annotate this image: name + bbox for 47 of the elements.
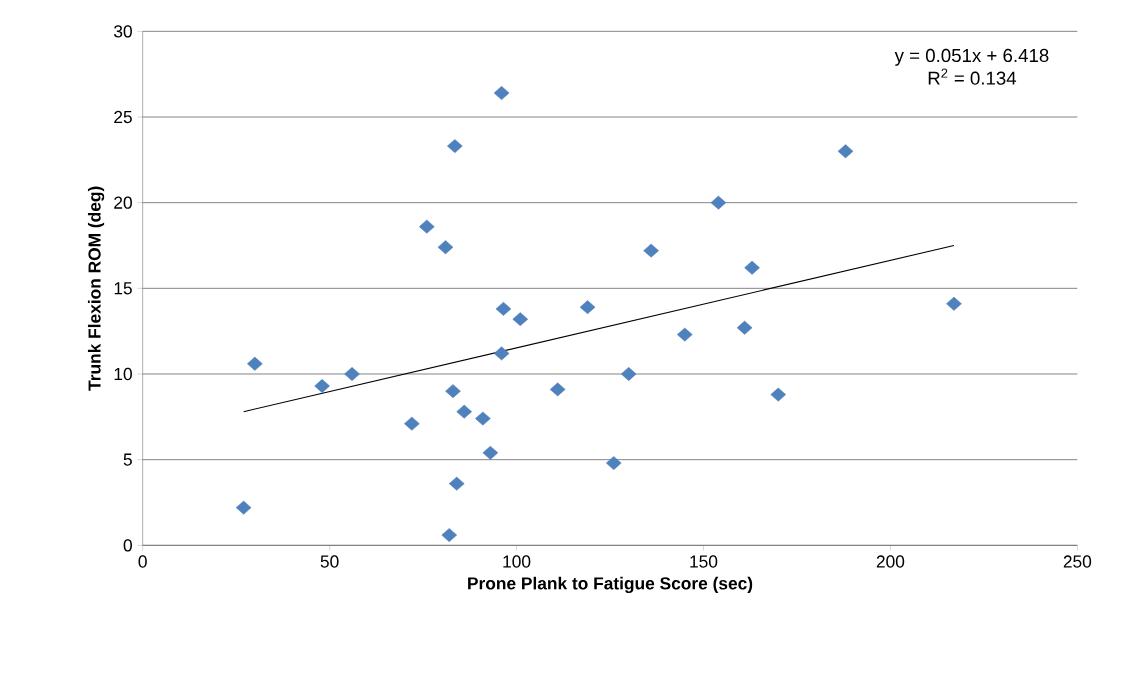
point bbox=[247, 356, 263, 371]
point bbox=[448, 476, 465, 491]
x-tick-label: 150 bbox=[690, 555, 718, 568]
point bbox=[770, 387, 787, 402]
point bbox=[512, 312, 529, 327]
point bbox=[643, 243, 659, 258]
x-axis-title: Prone Plank to Fatigue Score (sec) bbox=[468, 576, 753, 594]
point bbox=[404, 416, 420, 431]
y-tick-label: 5 bbox=[123, 453, 132, 466]
y-tick-label: 0 bbox=[123, 539, 132, 552]
annotation: R$^{2}$ = 0.134 bbox=[928, 68, 1017, 85]
point bbox=[710, 195, 727, 210]
x-tick-label: 250 bbox=[1063, 555, 1092, 568]
point bbox=[620, 367, 637, 381]
y-tick-label: 30 bbox=[114, 25, 132, 38]
point bbox=[579, 300, 596, 315]
point bbox=[344, 367, 360, 381]
point bbox=[235, 500, 252, 515]
point bbox=[549, 382, 566, 397]
point bbox=[946, 296, 962, 311]
point bbox=[482, 445, 499, 460]
x-tick-label: 200 bbox=[876, 555, 905, 568]
y-tick-label: 10 bbox=[114, 367, 132, 381]
annotation: y = 0.051x + 6.418 bbox=[894, 48, 1049, 66]
point bbox=[456, 404, 472, 419]
y-tick-label: 15 bbox=[114, 282, 132, 295]
point bbox=[475, 411, 491, 426]
y-tick-label: 25 bbox=[114, 110, 132, 124]
point bbox=[677, 327, 693, 342]
point bbox=[837, 144, 854, 159]
point bbox=[605, 456, 622, 471]
point bbox=[736, 320, 753, 335]
point bbox=[419, 219, 435, 234]
point bbox=[493, 346, 510, 361]
x-tick-label: 0 bbox=[138, 555, 147, 568]
point bbox=[493, 86, 510, 100]
point bbox=[314, 379, 330, 393]
y-tick-label: 20 bbox=[114, 196, 132, 209]
y-axis-title: Trunk Flexion ROM (deg) bbox=[87, 186, 105, 391]
x-tick-label: 50 bbox=[320, 555, 339, 568]
point bbox=[445, 384, 461, 399]
point bbox=[495, 301, 512, 316]
point bbox=[441, 528, 458, 542]
x-tick-label: 100 bbox=[503, 555, 531, 568]
point bbox=[437, 240, 454, 255]
point bbox=[744, 260, 760, 275]
point bbox=[447, 139, 463, 154]
